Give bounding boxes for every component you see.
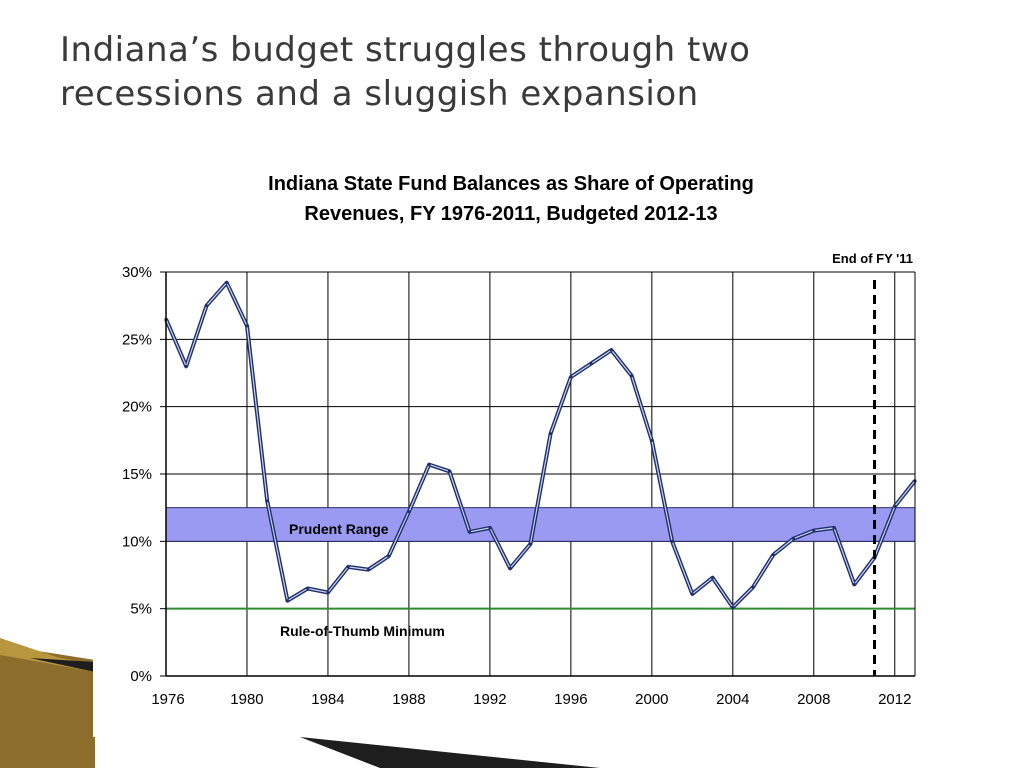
data-point-1994 [528,542,532,546]
data-point-1980 [245,324,249,328]
x-tick-label-1: 1980 [230,691,263,708]
data-point-1993 [508,566,512,570]
data-point-1988 [407,510,411,514]
data-point-2004 [731,605,735,609]
decorative-swoosh [0,638,600,768]
data-point-1987 [387,554,391,558]
y-tick-label-2: 10% [122,533,152,550]
data-point-2005 [751,585,755,589]
slide-title: Indiana’s budget struggles through two r… [60,28,960,116]
data-point-1997 [589,362,593,366]
y-tick-label-6: 30% [122,264,152,281]
slide-title-line-2: recessions and a sluggish expansion [60,74,699,114]
x-tick-label-0: 1976 [151,691,184,708]
annotation-labels: Prudent Range Rule-of-Thumb Minimum End of… [280,251,913,639]
data-point-1979 [225,281,229,285]
data-point-2002 [690,592,694,596]
data-point-1999 [630,374,634,378]
y-tick-label-3: 15% [122,466,152,483]
dark-swoosh-right [300,737,600,768]
data-point-1984 [326,591,330,595]
x-tick-label-2: 1984 [311,691,344,708]
prudent-range-layer [165,507,916,542]
y-tick-label-5: 25% [122,331,152,348]
data-point-2010 [852,582,856,586]
slide-title-line-1: Indiana’s budget struggles through two [60,30,751,70]
data-point-2000 [650,438,654,442]
data-point-2001 [670,539,674,543]
x-tick-label-7: 2004 [716,691,749,708]
data-point-1981 [265,499,269,503]
data-point-1996 [569,375,573,379]
x-tick-labels: 1976 1980 1984 1988 1992 1996 2000 2004 2008 2012 [151,691,911,708]
data-point-2007 [792,537,796,541]
x-tick-label-4: 1992 [473,691,506,708]
series-line-highlight-0 [165,282,916,608]
data-point-1991 [468,530,472,534]
data-point-1985 [346,565,350,569]
y-tick-labels: 0% 5% 10% 15% 20% 25% 30% [122,264,166,685]
x-tick-label-9: 2012 [878,691,911,708]
data-point-1978 [204,304,208,308]
data-point-2012 [893,504,897,508]
data-point-1986 [366,568,370,572]
dark-swoosh-left [30,658,95,672]
chart-title-line-2: Revenues, FY 1976-2011, Budgeted 2012-13 [304,203,717,225]
y-tick-label-4: 20% [122,399,152,416]
prudent-range-band [165,507,916,542]
prudent-range-label: Prudent Range [289,521,389,537]
y-tick-label-0: 0% [130,668,152,685]
data-point-1998 [609,348,613,352]
data-point-1990 [447,469,451,473]
data-point-2003 [711,576,715,580]
data-point-2009 [832,526,836,530]
data-point-1995 [549,432,553,436]
y-tick-label-1: 5% [130,601,152,618]
data-point-1992 [488,526,492,530]
data-point-1977 [184,364,188,368]
x-tick-label-5: 1996 [554,691,587,708]
data-point-1982 [285,599,289,603]
chart-title-line-1: Indiana State Fund Balances as Share of … [268,173,754,195]
data-point-1983 [306,586,310,590]
minimum-line-label: Rule-of-Thumb Minimum [280,623,445,639]
data-point-2008 [812,529,816,533]
x-tick-label-6: 2000 [635,691,668,708]
x-tick-label-3: 1988 [392,691,425,708]
x-tick-label-8: 2008 [797,691,830,708]
end-marker-label: End of FY '11 [832,251,913,266]
series-layer [164,280,917,610]
gold-swoosh-shape [0,645,95,768]
data-point-1989 [427,463,431,467]
data-point-2006 [771,553,775,557]
chart-panel [93,150,939,737]
